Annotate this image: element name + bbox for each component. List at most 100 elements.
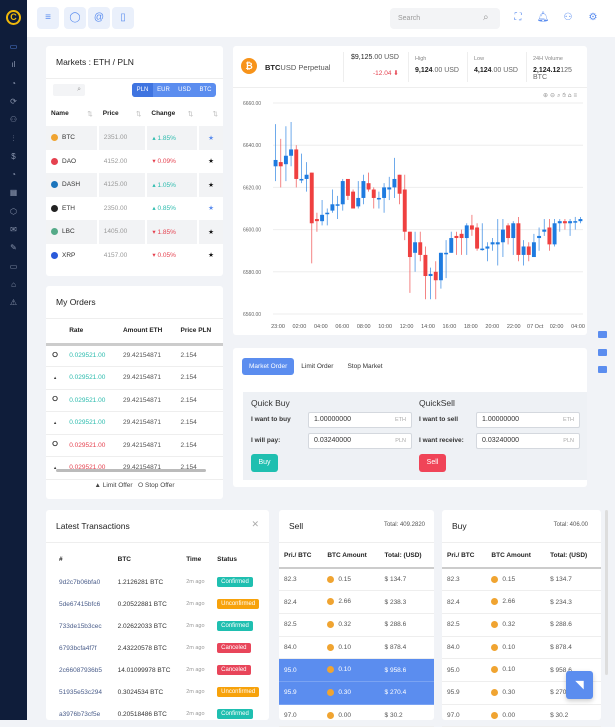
- table-row[interactable]: 84.0 0.10 $ 878.4: [279, 636, 434, 659]
- sell-receive-input[interactable]: 0.03240000 PLN: [476, 433, 580, 449]
- currency-tab-btc[interactable]: BTC: [199, 87, 212, 93]
- table-row[interactable]: ETH 2350.00 ▴ 0.85% ★: [46, 196, 223, 220]
- table-row[interactable]: a3976b73cf5e 0.20518486 BTC 2m ago Confirme…: [46, 703, 269, 725]
- table-row[interactable]: ⭘ 0.029521.00 29.42154871 2.154: [46, 344, 223, 367]
- search-input[interactable]: Search: [390, 8, 500, 29]
- at-icon[interactable]: @: [88, 7, 110, 29]
- clipboard-icon[interactable]: ▯: [112, 7, 134, 29]
- table-row[interactable]: ▲ 0.029521.00 29.42154871 2.154: [46, 367, 223, 389]
- zoom-out-icon[interactable]: ⊖: [550, 93, 558, 99]
- star-icon[interactable]: ★: [198, 126, 223, 150]
- tx-id[interactable]: 9d2c7b06bfa0: [59, 578, 101, 586]
- buy-pay-input[interactable]: 0.03240000 PLN: [308, 433, 412, 449]
- chart-menu-icon[interactable]: ≡: [573, 93, 579, 99]
- edit-icon[interactable]: ✎: [10, 243, 17, 253]
- chat-fab-button[interactable]: ◥: [566, 671, 593, 699]
- inbox-icon[interactable]: ✉: [10, 225, 17, 234]
- table-row[interactable]: 82.4 2.66 $ 238.3: [279, 591, 434, 614]
- bar-chart-icon[interactable]: ıl: [11, 60, 16, 70]
- gear-icon[interactable]: ⚙: [588, 12, 598, 23]
- table-row[interactable]: ▲ 0.029521.00 29.42154871 2.154: [46, 457, 223, 479]
- table-row[interactable]: 82.3 0.15 $ 134.7: [442, 568, 601, 591]
- table-row[interactable]: 95.0 0.10 $ 958.6: [279, 658, 434, 682]
- column-header[interactable]: Name ⇅: [51, 110, 93, 118]
- buy-button[interactable]: Buy: [251, 454, 278, 472]
- tab-limit-order[interactable]: Limit Order: [301, 363, 334, 370]
- sort-icon[interactable]: ⇅: [135, 111, 142, 118]
- tx-id[interactable]: 5de67415bfc6: [59, 600, 101, 608]
- logo[interactable]: C: [6, 10, 21, 25]
- pie-chart-icon[interactable]: ◔: [11, 78, 16, 88]
- column-header[interactable]: ⇅: [198, 102, 223, 126]
- tab-stop-market[interactable]: Stop Market: [347, 363, 383, 370]
- refresh-icon[interactable]: ⟳: [10, 96, 17, 106]
- sort-icon[interactable]: ⇅: [212, 111, 218, 118]
- users-icon[interactable]: ⚇: [9, 115, 18, 125]
- table-row[interactable]: BTC 2351.00 ▴ 1.85% ★: [46, 126, 223, 150]
- floating-image-icon[interactable]: [598, 349, 607, 356]
- home-icon[interactable]: ⌂: [567, 93, 574, 99]
- page-scrollbar[interactable]: [605, 510, 608, 675]
- table-row[interactable]: ⭘ 0.029521.00 29.42154871 2.154: [46, 434, 223, 457]
- table-row[interactable]: 82.3 0.15 $ 134.7: [279, 568, 434, 591]
- table-row[interactable]: 733de15b3cec 2.02622033 BTC 2m ago Confirme…: [46, 615, 269, 637]
- tab-market-order[interactable]: Market Order: [242, 358, 295, 375]
- table-row[interactable]: ▲ 0.029521.00 29.42154871 2.154: [46, 412, 223, 434]
- table-row[interactable]: DAO 4152.00 ▾ 0.09% ★: [46, 149, 223, 173]
- close-icon[interactable]: ✕: [251, 519, 259, 529]
- star-icon[interactable]: ★: [208, 158, 214, 166]
- zoom-in-icon[interactable]: ⊕: [543, 93, 551, 99]
- sell-amount-input[interactable]: 1.00000000 ETH: [476, 412, 580, 428]
- table-row[interactable]: 82.5 0.32 $ 288.6: [279, 613, 434, 637]
- star-icon[interactable]: ★: [198, 220, 223, 244]
- currency-tab-eur[interactable]: EUR: [157, 87, 170, 93]
- table-row[interactable]: 2c66087936b5 14.01099978 BTC 2m ago Cancele…: [46, 659, 269, 681]
- search-icon[interactable]: ⌕: [483, 12, 489, 23]
- table-row[interactable]: 6793bcfa4f7f 2.43220578 BTC 2m ago Canceled: [46, 637, 269, 659]
- column-header[interactable]: Price ⇅: [102, 110, 142, 118]
- table-row[interactable]: 97.0 0.00 $ 30.2: [279, 704, 434, 727]
- monitor-icon[interactable]: ▭: [9, 42, 18, 51]
- pan-icon[interactable]: ✋︎: [562, 93, 568, 99]
- table-row[interactable]: 51935e53c294 0.3024534 BTC 2m ago Unconfirm…: [46, 681, 269, 703]
- table-row[interactable]: DASH 4125.00 ▴ 1.05% ★: [46, 173, 223, 197]
- floating-camera-icon[interactable]: [598, 331, 607, 338]
- table-row[interactable]: 9d2c7b06bfa0 1.2126281 BTC 2m ago Confirmed: [46, 571, 269, 593]
- magnify-icon[interactable]: ⌕: [557, 93, 563, 99]
- lock-icon[interactable]: ⌂: [11, 279, 16, 289]
- market-search-input[interactable]: ⌕: [53, 84, 85, 96]
- sort-icon[interactable]: ⇅: [87, 111, 93, 118]
- column-header[interactable]: Change ⇅: [151, 110, 194, 118]
- dollar-icon[interactable]: $: [11, 151, 16, 161]
- table-row[interactable]: XRP 4157.00 ▾ 0.05% ★: [46, 243, 223, 267]
- table-row[interactable]: 84.0 0.10 $ 878.4: [442, 636, 601, 659]
- table-row[interactable]: 95.9 0.30 $ 270.4: [442, 681, 601, 705]
- currency-tab-usd[interactable]: USD: [178, 87, 191, 93]
- star-icon[interactable]: ★: [198, 173, 223, 197]
- chat-icon[interactable]: ◯: [64, 7, 86, 29]
- sell-button[interactable]: Sell: [419, 454, 446, 472]
- tx-id[interactable]: 6793bcfa4f7f: [59, 644, 97, 652]
- table-row[interactable]: 97.0 0.00 $ 30.2: [442, 704, 601, 727]
- user-icon[interactable]: ⚇: [563, 12, 573, 23]
- table-row[interactable]: LBC 1405.00 ▾ 1.85% ★: [46, 220, 223, 244]
- star-icon[interactable]: ★: [208, 205, 214, 213]
- horizontal-scrollbar[interactable]: [56, 469, 206, 472]
- sliders-icon[interactable]: ⫶: [12, 133, 15, 143]
- tx-id[interactable]: 51935e53c294: [59, 688, 103, 696]
- buy-amount-input[interactable]: 1.00000000 ETH: [308, 412, 412, 428]
- floating-share-icon[interactable]: [598, 366, 607, 373]
- box-icon[interactable]: ⬡: [10, 206, 17, 216]
- menu-icon[interactable]: ≡: [37, 7, 59, 29]
- alert-icon[interactable]: ⚠: [9, 298, 18, 308]
- table-row[interactable]: 82.4 2.66 $ 234.3: [442, 591, 601, 614]
- candlestick-chart[interactable]: 6560.00 6580.00 6600.00 6620.00 6640.00 6660.…: [233, 88, 587, 335]
- table-row[interactable]: 82.5 0.32 $ 288.6: [442, 613, 601, 637]
- table-row[interactable]: ⭘ 0.029521.00 29.42154871 2.154: [46, 389, 223, 412]
- table-row[interactable]: 95.0 0.10 $ 958.6: [442, 659, 601, 682]
- grid-icon[interactable]: ▦: [9, 188, 18, 198]
- sort-icon[interactable]: ⇅: [187, 111, 194, 118]
- clock-icon[interactable]: ◔: [11, 170, 16, 180]
- table-row[interactable]: 95.9 0.30 $ 270.4: [279, 681, 434, 705]
- star-icon[interactable]: ★: [208, 252, 214, 260]
